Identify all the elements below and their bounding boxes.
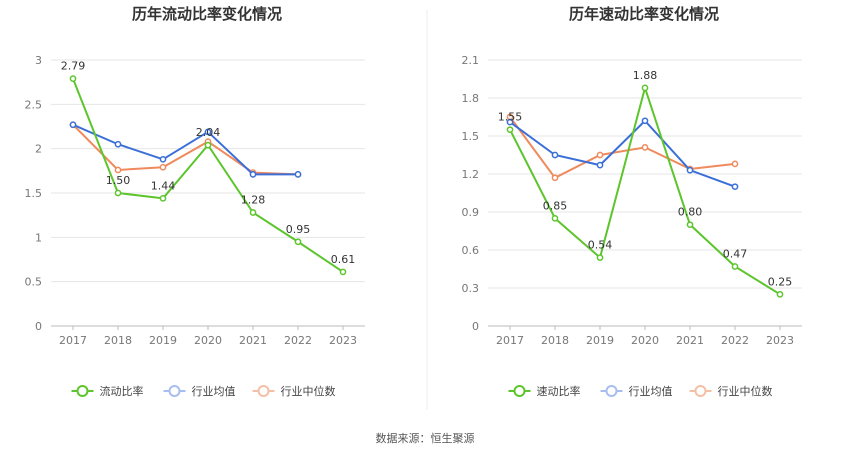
chart-title: 历年速动比率变化情况 (569, 5, 719, 23)
data-label: 2.04 (196, 126, 221, 139)
x-tick-label: 2023 (329, 334, 357, 347)
data-label: 1.88 (633, 69, 658, 82)
x-tick-label: 2018 (541, 334, 569, 347)
y-tick-label: 2 (35, 143, 42, 156)
y-tick-label: 0 (35, 320, 42, 333)
y-tick-label: 2.5 (25, 98, 43, 111)
data-point (731, 263, 739, 270)
data-point (69, 121, 77, 129)
legend-label: 流动比率 (100, 384, 144, 398)
legend-swatch-marker (76, 385, 89, 397)
data-point (249, 209, 257, 216)
data-source-note: 数据来源：恒生聚源 (375, 432, 475, 445)
series-line-1 (509, 119, 736, 188)
series-line-2 (509, 116, 736, 180)
y-tick-label: 0.3 (462, 282, 480, 295)
data-point (339, 268, 347, 276)
legend-label: 行业均值 (629, 385, 673, 398)
x-tick-label: 2019 (149, 334, 177, 347)
data-point (506, 118, 514, 126)
legend-label: 行业中位数 (281, 384, 336, 398)
data-point (596, 151, 604, 159)
data-point (596, 161, 604, 169)
y-tick-label: 1.5 (25, 187, 43, 200)
x-tick-label: 2017 (59, 334, 87, 347)
series-line-1 (72, 123, 298, 176)
legend-swatch-marker (257, 385, 270, 397)
data-point (641, 84, 649, 92)
data-label: 0.80 (678, 206, 703, 219)
data-label: 0.85 (543, 199, 568, 212)
series-line-2 (72, 124, 299, 176)
data-label: 0.47 (723, 247, 748, 260)
y-tick-label: 0.5 (25, 276, 43, 289)
y-tick-label: 1.5 (462, 130, 480, 143)
data-label: 1.55 (498, 111, 523, 124)
data-point (551, 174, 559, 182)
x-tick-label: 2018 (104, 334, 132, 347)
legend-label: 行业中位数 (718, 384, 773, 398)
data-point (159, 163, 167, 171)
data-point (204, 141, 212, 149)
data-point (551, 151, 559, 159)
chart-title: 历年流动比率变化情况 (132, 5, 282, 23)
data-label: 2.79 (61, 60, 86, 73)
data-point (686, 221, 694, 229)
data-label: 1.28 (241, 194, 266, 207)
data-label: 1.50 (106, 174, 131, 187)
data-point (159, 194, 167, 202)
y-tick-label: 1 (35, 231, 42, 244)
legend-swatch-marker (694, 385, 707, 397)
legend-swatch-marker (168, 385, 181, 397)
current-ratio-chart: 历年流动比率变化情况 0 0.5 1 1.5 2 2.5 3 2017 2018 2019 2020 2… (25, 5, 365, 398)
x-tick-label: 2021 (676, 334, 704, 347)
y-tick-label: 1.8 (462, 92, 480, 105)
x-tick-label: 2019 (586, 334, 614, 347)
data-point (114, 166, 122, 174)
data-point (731, 160, 739, 168)
x-tick-label: 2021 (239, 334, 267, 347)
data-point (641, 117, 649, 125)
x-tick-label: 2017 (496, 334, 524, 347)
x-tick-label: 2022 (721, 334, 749, 347)
legend-label: 行业均值 (192, 385, 236, 398)
data-label: 0.61 (331, 253, 356, 266)
legend-swatch-marker (513, 385, 526, 397)
data-point (506, 126, 514, 134)
data-point (69, 75, 77, 82)
x-tick-label: 2020 (631, 334, 659, 347)
y-tick-label: 2.1 (462, 54, 480, 67)
data-label: 0.54 (588, 239, 613, 252)
data-point (731, 183, 739, 191)
data-label: 0.95 (286, 223, 311, 236)
data-point (249, 171, 257, 178)
y-tick-label: 3 (35, 54, 42, 67)
y-tick-label: 0.9 (462, 206, 480, 219)
y-tick-label: 0 (472, 320, 479, 333)
x-tick-label: 2023 (766, 334, 794, 347)
legend-swatch-marker (605, 385, 618, 397)
y-tick-label: 1.2 (462, 168, 480, 181)
data-point (776, 290, 784, 298)
data-point (114, 189, 122, 197)
data-point (551, 214, 559, 222)
data-point (686, 166, 694, 174)
legend-label: 速动比率 (537, 384, 581, 398)
data-label: 1.44 (151, 179, 176, 192)
data-point (596, 254, 604, 261)
y-tick-label: 0.6 (462, 244, 480, 257)
data-point (204, 128, 212, 136)
quick-ratio-chart: 历年速动比率变化情况 0 0.3 0.6 0.9 1.2 1.5 1.8 2.1 2017 2018… (462, 5, 802, 398)
x-tick-label: 2020 (194, 334, 222, 347)
x-tick-label: 2022 (284, 334, 312, 347)
data-point (641, 144, 649, 151)
data-point (294, 238, 302, 246)
data-point (159, 155, 167, 163)
data-label: 0.25 (768, 275, 793, 288)
data-point (294, 171, 302, 178)
data-point (114, 140, 122, 148)
